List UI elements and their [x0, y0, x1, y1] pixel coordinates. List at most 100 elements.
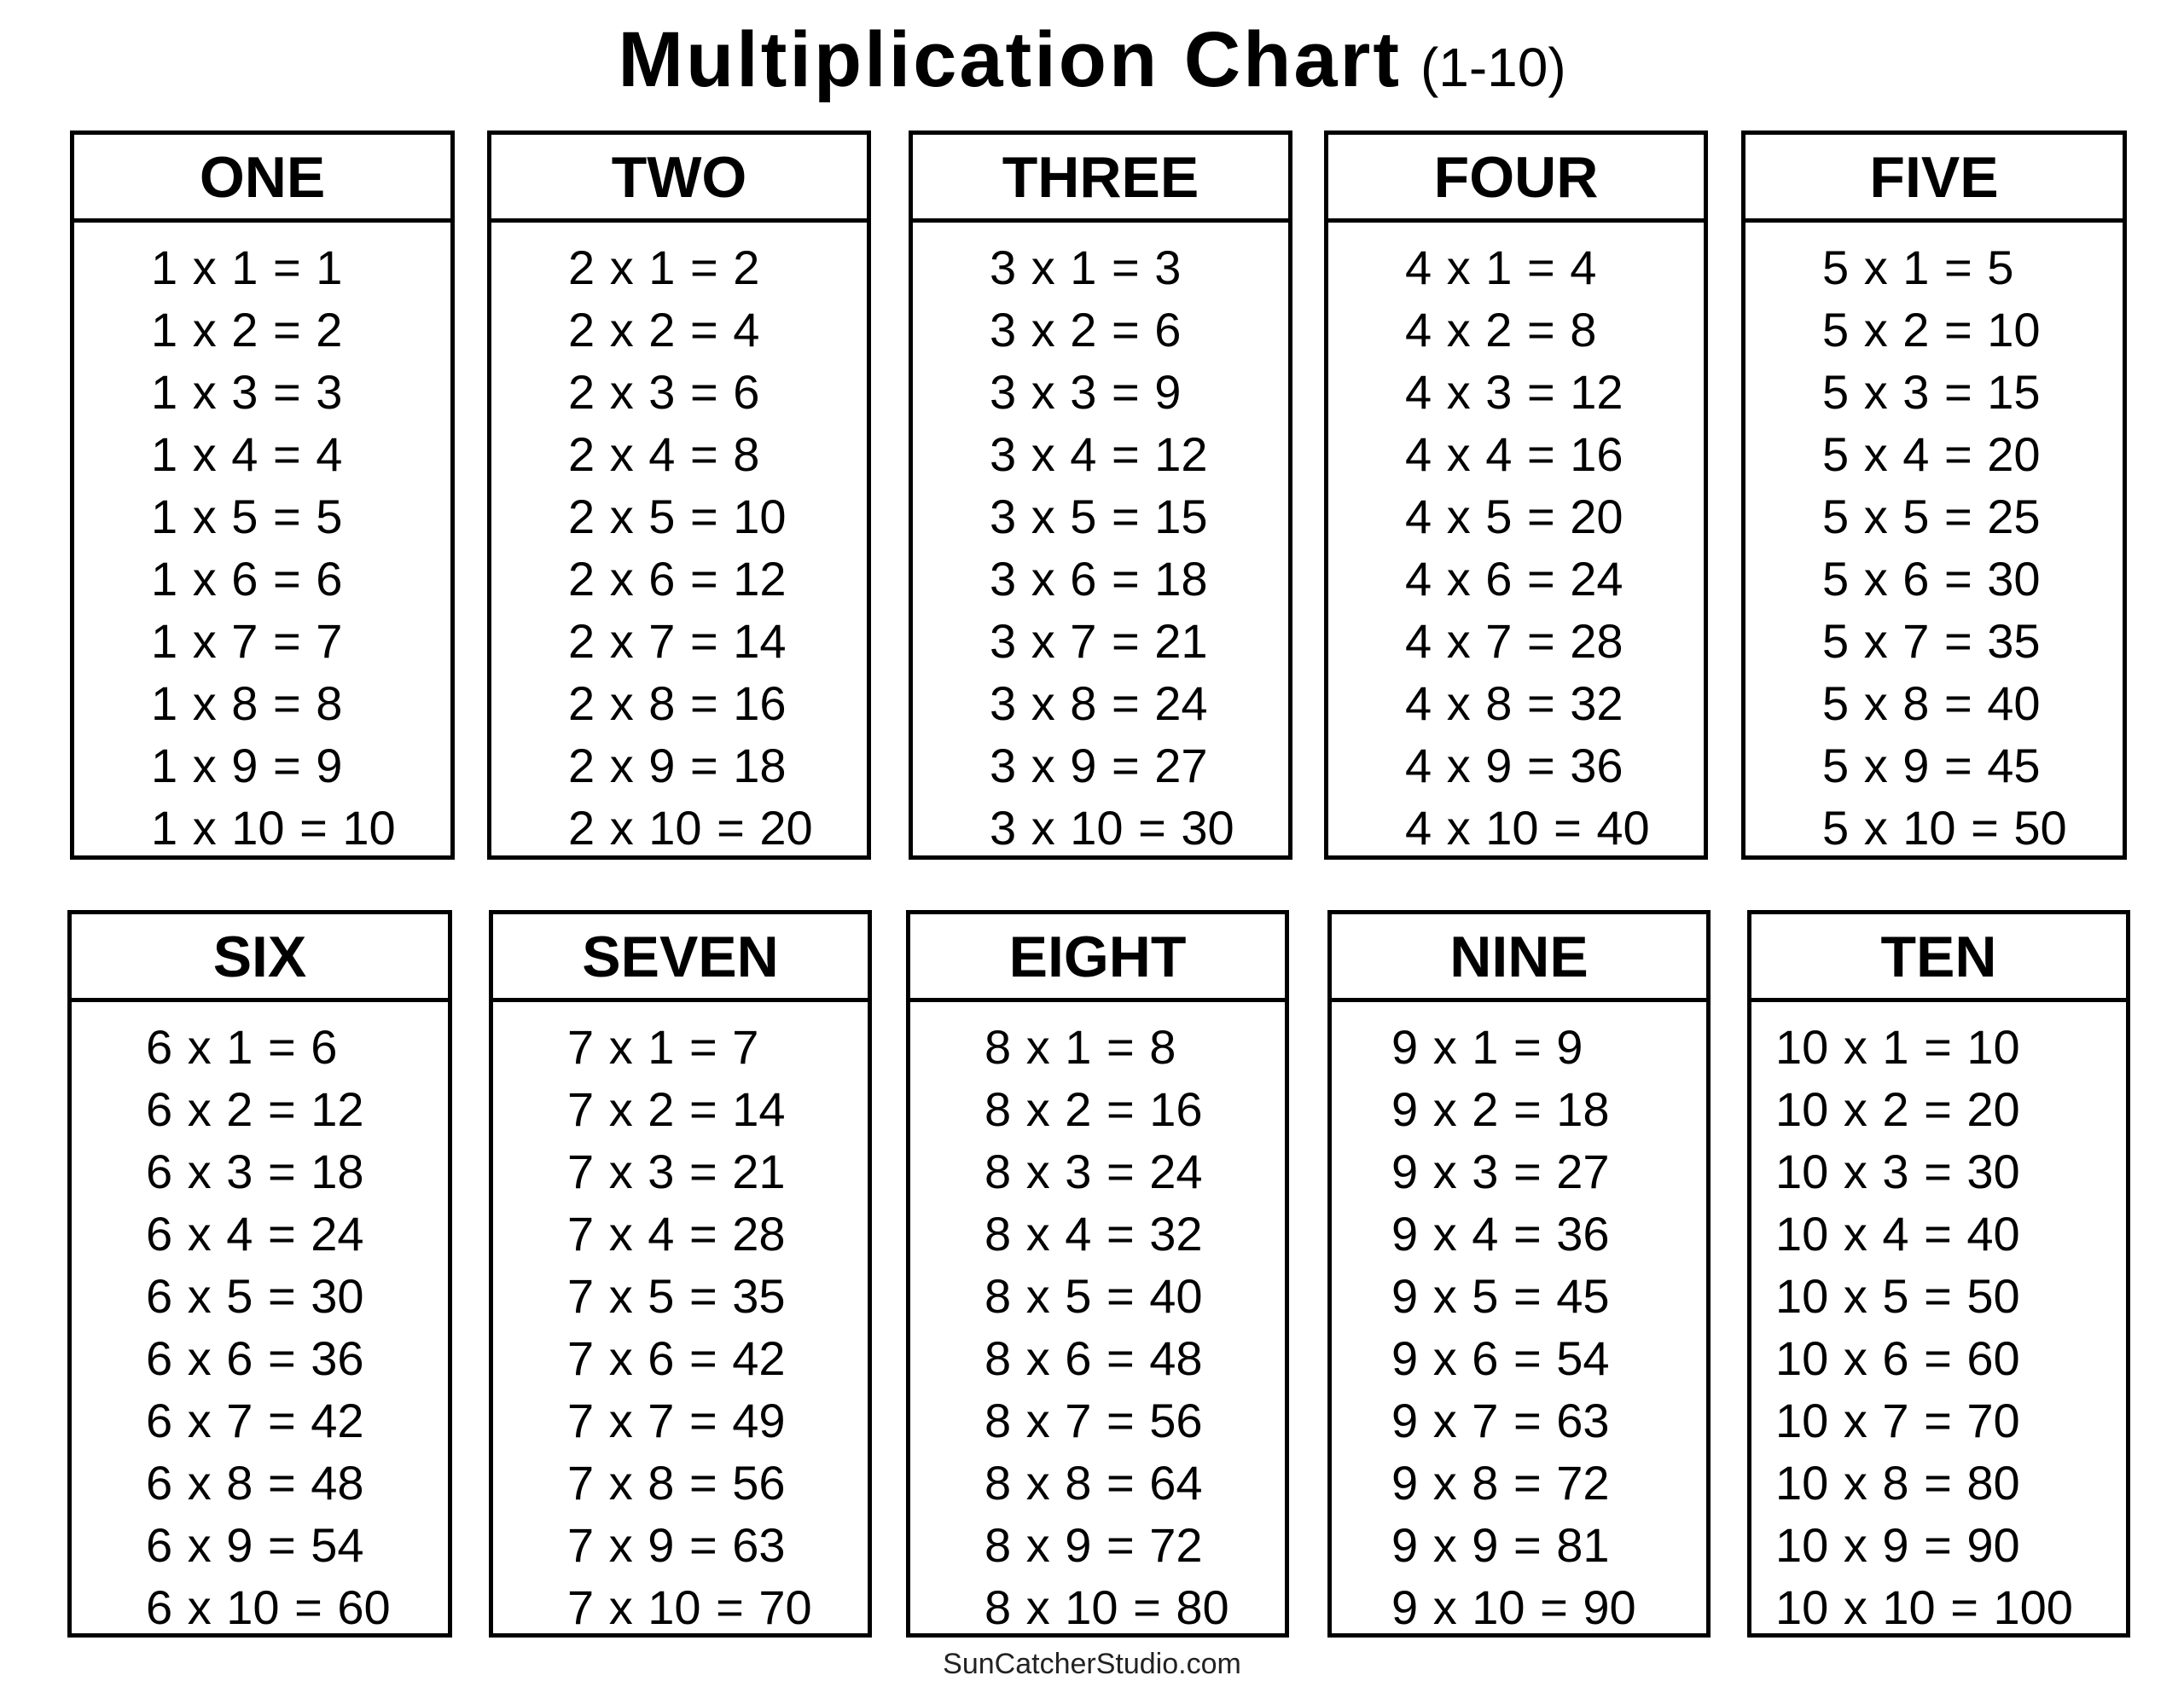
table-row: 4 x 5 = 20: [1405, 490, 1623, 543]
table-row: 8 x 7 = 56: [985, 1394, 1203, 1447]
table-heading: TEN: [1751, 914, 2126, 1002]
table-seven: SEVEN 7 x 1 = 7 7 x 2 = 14 7 x 3 = 21 7 x 4 …: [489, 910, 872, 1638]
table-row: 4 x 3 = 12: [1405, 365, 1623, 419]
table-row: 9 x 7 = 63: [1391, 1394, 1610, 1447]
table-row: 10 x 4 = 40: [1775, 1207, 2020, 1261]
table-row: 7 x 7 = 49: [567, 1394, 786, 1447]
table-heading: EIGHT: [910, 914, 1285, 1002]
table-row: 4 x 8 = 32: [1405, 676, 1623, 730]
table-row: 9 x 3 = 27: [1391, 1145, 1610, 1198]
table-row: 6 x 1 = 6: [146, 1020, 338, 1074]
table-row: 1 x 9 = 9: [151, 739, 343, 792]
table-row: 8 x 9 = 72: [985, 1518, 1203, 1572]
table-row: 3 x 3 = 9: [990, 365, 1182, 419]
table-row: 2 x 8 = 16: [568, 676, 787, 730]
table-row: 3 x 5 = 15: [990, 490, 1208, 543]
table-row: 10 x 8 = 80: [1775, 1456, 2020, 1510]
table-rows: 8 x 1 = 8 8 x 2 = 16 8 x 3 = 24 8 x 4 = 32 8…: [910, 1002, 1285, 1638]
table-rows: 7 x 1 = 7 7 x 2 = 14 7 x 3 = 21 7 x 4 = 28 7…: [493, 1002, 868, 1638]
table-row: 8 x 5 = 40: [985, 1269, 1203, 1323]
table-row: 2 x 10 = 20: [568, 801, 813, 855]
table-row: 6 x 9 = 54: [146, 1518, 364, 1572]
table-row: 9 x 10 = 90: [1391, 1580, 1636, 1634]
table-heading: SEVEN: [493, 914, 868, 1002]
table-rows: 10 x 1 = 10 10 x 2 = 20 10 x 3 = 30 10 x 4 …: [1751, 1002, 2126, 1638]
table-row: 5 x 4 = 20: [1822, 427, 2041, 481]
table-rows: 2 x 1 = 2 2 x 2 = 4 2 x 3 = 6 2 x 4 = 8 2 x …: [491, 223, 867, 859]
table-heading: ONE: [74, 135, 450, 223]
table-row: 1 x 10 = 10: [151, 801, 396, 855]
table-row: 8 x 8 = 64: [985, 1456, 1203, 1510]
table-row: 1 x 1 = 1: [151, 241, 343, 294]
table-row: 10 x 1 = 10: [1775, 1020, 2020, 1074]
table-row: 2 x 3 = 6: [568, 365, 760, 419]
table-row: 3 x 2 = 6: [990, 303, 1182, 357]
table-row: 9 x 4 = 36: [1391, 1207, 1610, 1261]
table-row: 4 x 1 = 4: [1405, 241, 1597, 294]
table-row: 10 x 2 = 20: [1775, 1082, 2020, 1136]
table-six: SIX 6 x 1 = 6 6 x 2 = 12 6 x 3 = 18 6 x 4 = …: [67, 910, 452, 1638]
table-row: 6 x 2 = 12: [146, 1082, 364, 1136]
table-row: 9 x 2 = 18: [1391, 1082, 1610, 1136]
table-nine: NINE 9 x 1 = 9 9 x 2 = 18 9 x 3 = 27 9 x 4 =…: [1327, 910, 1711, 1638]
table-row: 3 x 9 = 27: [990, 739, 1208, 792]
table-row: 5 x 9 = 45: [1822, 739, 2041, 792]
table-heading: TWO: [491, 135, 867, 223]
table-row: 2 x 2 = 4: [568, 303, 760, 357]
table-row: 3 x 8 = 24: [990, 676, 1208, 730]
table-row: 1 x 8 = 8: [151, 676, 343, 730]
table-eight: EIGHT 8 x 1 = 8 8 x 2 = 16 8 x 3 = 24 8 x 4 …: [906, 910, 1289, 1638]
table-row: 6 x 7 = 42: [146, 1394, 364, 1447]
table-row: 10 x 6 = 60: [1775, 1331, 2020, 1385]
table-row: 6 x 6 = 36: [146, 1331, 364, 1385]
table-row: 10 x 10 = 100: [1775, 1580, 2073, 1634]
page-title: Multiplication Chart (1-10): [0, 15, 2184, 105]
table-row: 3 x 4 = 12: [990, 427, 1208, 481]
table-rows: 1 x 1 = 1 1 x 2 = 2 1 x 3 = 3 1 x 4 = 4 1 x …: [74, 223, 450, 859]
title-main: Multiplication Chart: [618, 16, 1402, 103]
table-row: 8 x 6 = 48: [985, 1331, 1203, 1385]
table-row: 9 x 1 = 9: [1391, 1020, 1583, 1074]
table-row: 4 x 10 = 40: [1405, 801, 1650, 855]
table-row: 6 x 10 = 60: [146, 1580, 391, 1634]
table-row: 4 x 2 = 8: [1405, 303, 1597, 357]
table-row: 4 x 6 = 24: [1405, 552, 1623, 606]
table-row: 7 x 2 = 14: [567, 1082, 786, 1136]
table-row: 1 x 3 = 3: [151, 365, 343, 419]
table-row: 1 x 4 = 4: [151, 427, 343, 481]
table-rows: 3 x 1 = 3 3 x 2 = 6 3 x 3 = 9 3 x 4 = 12 3 x…: [913, 223, 1288, 859]
table-row: 8 x 1 = 8: [985, 1020, 1176, 1074]
table-heading: FOUR: [1328, 135, 1704, 223]
table-row: 10 x 7 = 70: [1775, 1394, 2020, 1447]
table-rows: 5 x 1 = 5 5 x 2 = 10 5 x 3 = 15 5 x 4 = 20 5…: [1745, 223, 2123, 859]
table-row: 7 x 1 = 7: [567, 1020, 759, 1074]
table-three: THREE 3 x 1 = 3 3 x 2 = 6 3 x 3 = 9 3 x 4 = …: [909, 130, 1292, 860]
table-row: 7 x 10 = 70: [567, 1580, 812, 1634]
table-row: 4 x 7 = 28: [1405, 614, 1623, 668]
table-heading: FIVE: [1745, 135, 2123, 223]
table-row: 1 x 6 = 6: [151, 552, 343, 606]
table-row: 5 x 3 = 15: [1822, 365, 2041, 419]
table-row: 10 x 3 = 30: [1775, 1145, 2020, 1198]
table-row: 3 x 6 = 18: [990, 552, 1208, 606]
table-row: 7 x 8 = 56: [567, 1456, 786, 1510]
table-row: 2 x 5 = 10: [568, 490, 787, 543]
table-row: 5 x 5 = 25: [1822, 490, 2041, 543]
table-row: 4 x 9 = 36: [1405, 739, 1623, 792]
table-row: 3 x 7 = 21: [990, 614, 1208, 668]
table-row: 6 x 5 = 30: [146, 1269, 364, 1323]
table-row: 9 x 5 = 45: [1391, 1269, 1610, 1323]
table-row: 8 x 2 = 16: [985, 1082, 1203, 1136]
title-range: (1-10): [1420, 37, 1566, 98]
table-row: 8 x 10 = 80: [985, 1580, 1229, 1634]
table-ten: TEN 10 x 1 = 10 10 x 2 = 20 10 x 3 = 30 10 x…: [1747, 910, 2130, 1638]
table-row: 5 x 10 = 50: [1822, 801, 2067, 855]
table-row: 8 x 4 = 32: [985, 1207, 1203, 1261]
table-row: 8 x 3 = 24: [985, 1145, 1203, 1198]
table-heading: SIX: [72, 914, 448, 1002]
table-row: 6 x 3 = 18: [146, 1145, 364, 1198]
table-row: 5 x 2 = 10: [1822, 303, 2041, 357]
table-four: FOUR 4 x 1 = 4 4 x 2 = 8 4 x 3 = 12 4 x 4 = …: [1324, 130, 1708, 860]
table-row: 2 x 6 = 12: [568, 552, 787, 606]
